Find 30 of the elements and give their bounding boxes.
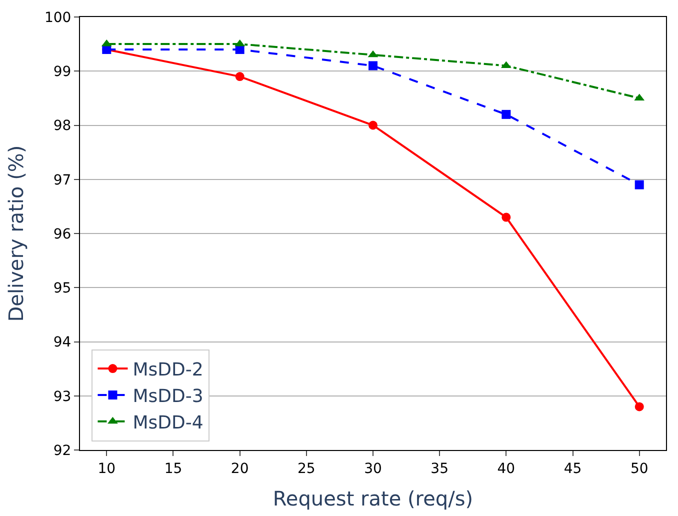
y-tick-label: 94 (53, 334, 72, 351)
point (634, 402, 644, 412)
legend-label: MsDD-2 (132, 360, 204, 381)
x-tick-label: 20 (230, 460, 249, 477)
y-tick-label: 96 (53, 226, 72, 242)
y-axis-title: Delivery ratio (%) (4, 145, 28, 322)
y-tick-label: 92 (53, 442, 72, 459)
legend-label: MsDD-4 (132, 412, 204, 434)
y-tick-label: 98 (53, 118, 72, 134)
y-tick-label: 95 (53, 280, 72, 297)
y-tick-label: 97 (53, 172, 72, 188)
x-tick-label: 10 (98, 460, 116, 477)
x-axis-title: Request rate (req/s) (272, 486, 474, 510)
y-tick-label: 93 (53, 388, 72, 405)
point (502, 110, 511, 119)
x-tick-label: 40 (497, 460, 516, 477)
x-tick-label: 25 (297, 460, 316, 477)
y-tick-label: 100 (44, 10, 72, 26)
point (634, 180, 644, 190)
x-tick-label: 45 (564, 460, 582, 477)
x-tick-label: 35 (430, 460, 449, 477)
point (368, 61, 378, 70)
point (235, 72, 244, 82)
point (368, 120, 378, 130)
x-tick-label: 15 (164, 460, 182, 477)
legend-label: MsDD-3 (132, 386, 204, 407)
x-tick-label: 50 (630, 460, 648, 477)
y-tick-label: 99 (53, 64, 72, 80)
point (502, 212, 511, 222)
x-tick-label: 30 (364, 460, 382, 477)
